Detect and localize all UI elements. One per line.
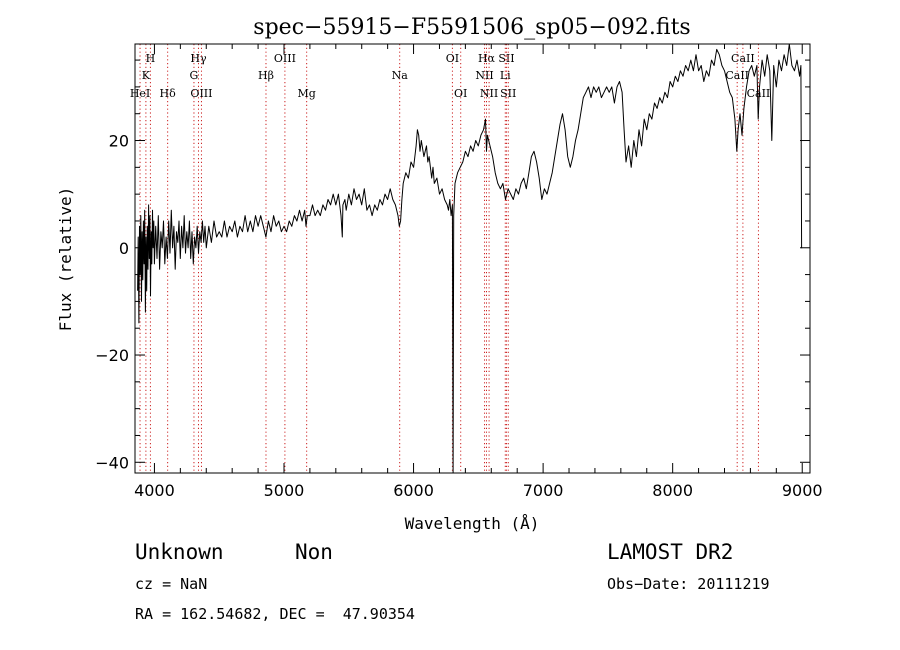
spectrum-line <box>137 43 803 474</box>
line-marker-label: OIII <box>274 52 296 65</box>
line-marker-label: OI <box>454 87 467 100</box>
line-marker-label: G <box>190 69 199 82</box>
x-axis-label: Wavelength (Å) <box>405 514 540 533</box>
y-axis-label: Flux (relative) <box>56 187 75 332</box>
object-subclass: Non <box>295 540 333 564</box>
y-tick-label: −20 <box>95 346 129 365</box>
line-marker-label: Na <box>392 69 409 82</box>
line-marker-label: Hγ <box>190 52 207 65</box>
line-marker-label: OI <box>446 52 459 65</box>
line-marker-label: Hβ <box>258 69 274 82</box>
line-marker-label: NII <box>480 87 498 100</box>
x-tick-label: 4000 <box>134 481 175 500</box>
line-marker-label: Hδ <box>160 87 177 100</box>
line-marker-label: CaII <box>747 87 771 100</box>
spectrum-series <box>137 43 803 474</box>
line-marker-label: HeI <box>130 87 150 100</box>
line-marker-label: Li <box>500 69 511 82</box>
coordinates: RA = 162.54682, DEC = 47.90354 <box>135 605 415 623</box>
object-class: Unknown <box>135 540 224 564</box>
y-tick-label: 0 <box>119 239 129 258</box>
line-marker-label: K <box>142 69 151 82</box>
line-marker-label: SII <box>500 87 516 100</box>
line-marker-label: H <box>146 52 156 65</box>
line-marker-label: Mg <box>298 87 316 100</box>
x-tick-label: 7000 <box>523 481 564 500</box>
x-tick-label: 9000 <box>782 481 823 500</box>
line-marker-label: Hα <box>478 52 496 65</box>
x-tick-label: 6000 <box>393 481 434 500</box>
axes: 4000 5000 6000 7000 8000 9000 −40 −20 0 20 <box>95 43 823 500</box>
survey-name: LAMOST DR2 <box>607 540 733 564</box>
y-tick-label: −40 <box>95 453 129 472</box>
x-tick-label: 8000 <box>652 481 693 500</box>
y-tick-label: 20 <box>109 132 129 151</box>
observation-date: Obs−Date: 20111219 <box>607 575 770 593</box>
line-marker-label: NII <box>475 69 493 82</box>
x-tick-label: 5000 <box>264 481 305 500</box>
line-marker-label: SII <box>498 52 514 65</box>
redshift-cz: cz = NaN <box>135 575 207 593</box>
line-marker-label: CaII <box>731 52 755 65</box>
line-marker-label: OIII <box>190 87 212 100</box>
plot-frame <box>134 43 811 474</box>
chart-title: spec−55915−F5591506_sp05−092.fits <box>253 15 690 40</box>
line-marker-label: CaII <box>725 69 749 82</box>
